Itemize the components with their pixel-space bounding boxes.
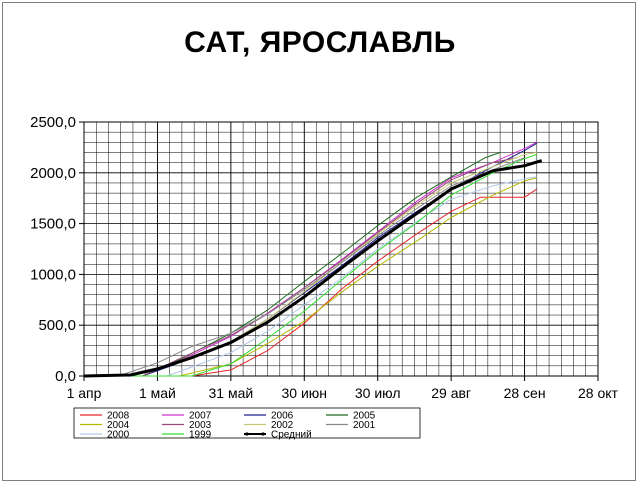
legend-label: 2001 bbox=[353, 420, 376, 431]
y-tick-label: 500,0 bbox=[38, 317, 76, 334]
series-line-1999 bbox=[84, 154, 537, 377]
axes: 0,0 500,0 1000,0 1500,0 2000,0 2500,0 1 апр 1 м… bbox=[30, 114, 618, 401]
x-tick-label: 28 сен bbox=[504, 385, 546, 401]
y-tick-label: 1000,0 bbox=[30, 266, 76, 283]
legend-label: 2002 bbox=[271, 420, 294, 431]
series-line-2006 bbox=[84, 142, 538, 377]
legend-marker bbox=[245, 432, 249, 436]
x-tick-label: 29 авг bbox=[431, 385, 471, 401]
legend-label: Средний bbox=[271, 430, 312, 441]
y-tick-label: 0,0 bbox=[55, 368, 76, 385]
legend-label: 2005 bbox=[353, 411, 376, 422]
x-tick-label: 30 июл bbox=[355, 385, 401, 401]
y-tick-label: 2000,0 bbox=[30, 165, 76, 182]
series-line-2003 bbox=[84, 157, 518, 377]
series-line-2004 bbox=[84, 177, 537, 377]
x-tick-label: 1 май bbox=[139, 385, 176, 401]
legend: 2008 2007 2006 2005 2004 2003 2002 2001 2000 1999… bbox=[73, 407, 421, 441]
plot-border bbox=[83, 121, 599, 377]
slide-frame bbox=[2, 2, 636, 481]
series-lines bbox=[83, 141, 543, 378]
chart-title: САТ, ЯРОСЛАВЛЬ bbox=[184, 26, 456, 59]
series-line-2007 bbox=[84, 141, 538, 377]
legend-label: 2000 bbox=[107, 430, 130, 441]
legend-label: 2003 bbox=[189, 420, 212, 431]
legend-label: 2008 bbox=[107, 411, 130, 422]
series-line-average bbox=[83, 159, 543, 378]
series-line-2001 bbox=[84, 157, 525, 377]
legend-label: 2007 bbox=[189, 411, 212, 422]
x-tick-label: 28 окт bbox=[578, 385, 619, 401]
legend-label: 1999 bbox=[189, 430, 212, 441]
x-tick-label: 30 июн bbox=[282, 385, 328, 401]
series-line-2008 bbox=[84, 188, 538, 377]
legend-label: 2006 bbox=[271, 411, 294, 422]
legend-label: 2004 bbox=[107, 420, 130, 431]
series-line-2000 bbox=[84, 176, 537, 377]
x-tick-label: 31 май bbox=[209, 385, 254, 401]
y-tick-label: 2500,0 bbox=[30, 114, 76, 131]
x-tick-label: 1 апр bbox=[67, 385, 102, 401]
y-tick-label: 1500,0 bbox=[30, 216, 76, 233]
legend-marker bbox=[261, 432, 265, 436]
